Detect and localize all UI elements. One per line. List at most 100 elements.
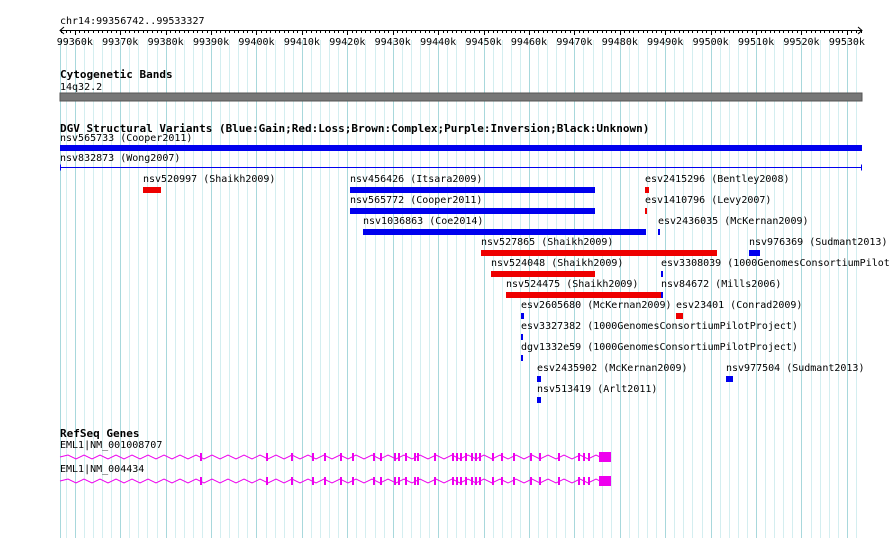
dgv-feature[interactable]: nsv456426 (Itsara2009) — [350, 174, 595, 193]
dgv-track[interactable]: DGV Structural Variants (Blue:Gain;Red:L… — [60, 122, 890, 403]
dgv-feature[interactable]: nsv527865 (Shaikh2009) — [481, 237, 717, 256]
transcript-exon[interactable] — [530, 477, 532, 485]
transcript-exon[interactable] — [266, 453, 268, 461]
transcript-exon[interactable] — [291, 477, 293, 485]
transcript-exon[interactable] — [373, 477, 375, 485]
dgv-feature-bar[interactable] — [350, 187, 595, 193]
dgv-feature-bar[interactable] — [661, 271, 663, 277]
transcript-exon[interactable] — [513, 453, 515, 461]
dgv-feature[interactable]: esv23401 (Conrad2009) — [676, 300, 802, 319]
dgv-feature-bar[interactable] — [645, 208, 647, 214]
dgv-feature[interactable]: esv2436035 (McKernan2009) — [658, 216, 809, 235]
dgv-feature-bar[interactable] — [143, 187, 161, 193]
transcript-exon[interactable] — [417, 477, 419, 485]
refseq-transcript[interactable]: EML1|NM_004434 — [59, 464, 612, 486]
transcript-exon[interactable] — [324, 477, 326, 485]
transcript-exon[interactable] — [380, 453, 382, 461]
dgv-feature-bar[interactable] — [521, 334, 523, 340]
dgv-feature-bar[interactable] — [661, 292, 663, 298]
coordinate-ruler[interactable]: chr14:99356742..99533327 99360k 99370k 993… — [57, 16, 865, 48]
dgv-feature[interactable]: esv3327382 (1000GenomesConsortiumPilotPr… — [521, 321, 798, 340]
transcript-exon[interactable] — [312, 453, 314, 461]
dgv-feature-bar[interactable] — [658, 229, 660, 235]
transcript-exon[interactable] — [340, 477, 342, 485]
transcript-terminal-exon[interactable] — [599, 452, 611, 462]
transcript-exon[interactable] — [434, 477, 436, 485]
dgv-feature-bar[interactable] — [749, 250, 760, 256]
transcript-exon[interactable] — [340, 453, 342, 461]
transcript-exon[interactable] — [465, 453, 467, 461]
transcript-exon[interactable] — [513, 477, 515, 485]
transcript-exon[interactable] — [405, 453, 407, 461]
dgv-feature[interactable]: esv3308039 (1000GenomesConsortiumPilotPr… — [661, 258, 890, 277]
dgv-feature-bar[interactable] — [537, 376, 541, 382]
transcript-exon[interactable] — [373, 453, 375, 461]
transcript-exon[interactable] — [398, 453, 400, 461]
dgv-feature[interactable]: nsv832873 (Wong2007) — [60, 153, 862, 171]
dgv-feature-bar[interactable] — [521, 355, 523, 361]
cytoband-bar[interactable] — [59, 92, 863, 102]
dgv-feature[interactable]: nsv524475 (Shaikh2009) — [506, 279, 663, 298]
dgv-feature[interactable]: nsv565733 (Cooper2011) — [60, 133, 862, 151]
transcript-exon[interactable] — [324, 453, 326, 461]
transcript-exon[interactable] — [501, 477, 503, 485]
transcript-exon[interactable] — [583, 453, 585, 461]
transcript-exon[interactable] — [578, 477, 580, 485]
transcript-exon[interactable] — [352, 477, 354, 485]
dgv-feature-bar[interactable] — [363, 229, 646, 235]
dgv-feature-bar[interactable] — [726, 376, 733, 382]
transcript-exon[interactable] — [291, 453, 293, 461]
transcript-exon[interactable] — [398, 477, 400, 485]
transcript-exon[interactable] — [456, 453, 458, 461]
dgv-feature[interactable]: esv1410796 (Levy2007) — [645, 195, 771, 214]
transcript-exon[interactable] — [460, 477, 462, 485]
dgv-feature[interactable]: nsv976369 (Sudmant2013) — [749, 237, 887, 256]
transcript-exon[interactable] — [200, 453, 202, 461]
transcript-exon[interactable] — [475, 453, 477, 461]
dgv-feature-bar[interactable] — [676, 313, 683, 319]
transcript-exon[interactable] — [380, 477, 382, 485]
transcript-exon[interactable] — [460, 453, 462, 461]
transcript-terminal-exon[interactable] — [599, 476, 611, 486]
dgv-feature-bar[interactable] — [521, 313, 524, 319]
dgv-feature[interactable]: nsv513419 (Arlt2011) — [537, 384, 657, 403]
dgv-feature[interactable]: esv2605680 (McKernan2009) — [521, 300, 672, 319]
dgv-feature-bar[interactable] — [506, 292, 663, 298]
transcript-exon[interactable] — [539, 453, 541, 461]
dgv-feature[interactable]: nsv84672 (Mills2006) — [661, 279, 781, 298]
transcript-exon[interactable] — [452, 477, 454, 485]
dgv-feature[interactable]: nsv524048 (Shaikh2009) — [491, 258, 623, 277]
dgv-feature[interactable]: nsv1036863 (Coe2014) — [363, 216, 646, 235]
refseq-transcript[interactable]: EML1|NM_001008707 — [59, 440, 612, 462]
transcript-exon[interactable] — [452, 453, 454, 461]
transcript-exon[interactable] — [471, 477, 473, 485]
transcript-exon[interactable] — [501, 453, 503, 461]
dgv-feature-bar[interactable] — [60, 145, 862, 151]
transcript-exon[interactable] — [266, 477, 268, 485]
transcript-exon[interactable] — [539, 477, 541, 485]
transcript-exon[interactable] — [434, 453, 436, 461]
transcript-exon[interactable] — [578, 453, 580, 461]
dgv-feature-bar[interactable] — [491, 271, 595, 277]
dgv-feature[interactable]: esv2435902 (McKernan2009) — [537, 363, 688, 382]
transcript-exon[interactable] — [312, 477, 314, 485]
transcript-exon[interactable] — [465, 477, 467, 485]
transcript-exon[interactable] — [479, 477, 481, 485]
transcript-exon[interactable] — [588, 477, 590, 485]
transcript-exon[interactable] — [471, 453, 473, 461]
dgv-feature[interactable]: nsv977504 (Sudmant2013) — [726, 363, 864, 382]
transcript-exon[interactable] — [583, 477, 585, 485]
dgv-feature-bar[interactable] — [537, 397, 541, 403]
dgv-feature[interactable]: esv2415296 (Bentley2008) — [645, 174, 790, 193]
transcript-exon[interactable] — [558, 477, 560, 485]
dgv-feature-bar[interactable] — [645, 187, 649, 193]
transcript-exon[interactable] — [200, 477, 202, 485]
dgv-feature[interactable]: nsv565772 (Cooper2011) — [350, 195, 595, 214]
dgv-feature-bar[interactable] — [481, 250, 717, 256]
transcript-exon[interactable] — [394, 453, 396, 461]
transcript-exon[interactable] — [475, 477, 477, 485]
transcript-exon[interactable] — [417, 453, 419, 461]
transcript-exon[interactable] — [414, 477, 416, 485]
transcript-exon[interactable] — [492, 453, 494, 461]
dgv-feature[interactable]: nsv520997 (Shaikh2009) — [143, 174, 275, 193]
